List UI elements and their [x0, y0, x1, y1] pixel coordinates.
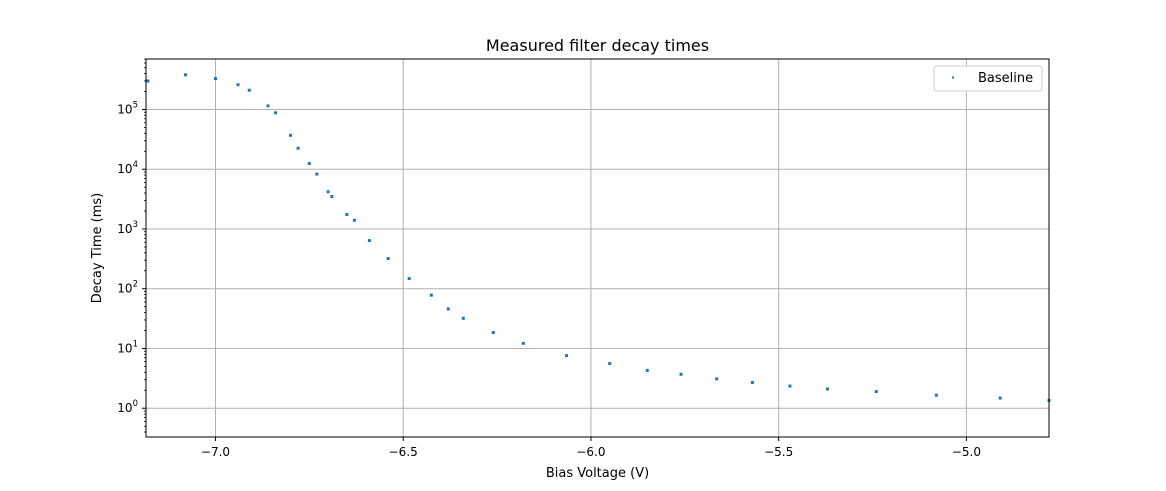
x-tick-label: −5.5 [764, 445, 793, 459]
y-tick-label: 102 [117, 280, 138, 296]
data-point [491, 331, 495, 335]
data-point [715, 377, 719, 381]
data-point [750, 380, 754, 384]
x-tick-label: −5.0 [952, 445, 981, 459]
data-point [461, 316, 465, 320]
data-point [608, 362, 612, 366]
y-axis-ticks: 100 101 102 103 104 105 [117, 58, 146, 433]
data-point [236, 83, 240, 87]
data-point [429, 293, 433, 297]
x-axis-label: Bias Voltage (V) [546, 466, 649, 481]
y-tick-label: 103 [117, 220, 138, 236]
data-points [146, 73, 1051, 402]
legend: Baseline [933, 65, 1043, 92]
y-tick-label: 104 [117, 160, 138, 176]
data-point [326, 190, 330, 194]
legend-label: Baseline [978, 71, 1033, 86]
data-point [645, 368, 649, 372]
legend-box [933, 65, 1043, 92]
y-tick-label: 105 [117, 100, 138, 116]
data-point [874, 390, 878, 394]
data-point [330, 194, 334, 198]
data-point [934, 393, 938, 397]
y-tick-label: 101 [117, 339, 138, 355]
data-point [266, 104, 270, 108]
data-point [315, 172, 319, 176]
x-tick-label: −7.0 [201, 445, 230, 459]
y-tick-label: 100 [117, 399, 138, 415]
plot-frame [145, 58, 1050, 438]
data-point [352, 218, 356, 222]
chart-title: Measured filter decay times [486, 36, 709, 55]
data-point [289, 133, 293, 137]
x-tick-label: −6.5 [389, 445, 418, 459]
x-axis-ticks: −7.0 −6.5 −6.0 −5.5 −5.0 [201, 437, 981, 459]
plot-area [146, 59, 1049, 437]
data-point [565, 354, 569, 358]
x-tick-label: −6.0 [576, 445, 605, 459]
data-point [679, 372, 683, 376]
data-point [213, 77, 217, 81]
data-point [446, 307, 450, 311]
data-point [367, 239, 371, 243]
data-point [788, 384, 792, 388]
data-point [247, 88, 251, 92]
y-axis-label: Decay Time (ms) [90, 193, 105, 303]
data-point [296, 146, 300, 150]
data-point [386, 257, 390, 261]
data-point [825, 387, 829, 391]
data-point [146, 79, 150, 83]
data-point [345, 212, 349, 216]
data-point [274, 111, 278, 115]
data-point [407, 277, 411, 281]
legend-marker [952, 76, 954, 79]
data-point [307, 161, 311, 165]
data-point [183, 73, 187, 77]
data-point [521, 341, 525, 345]
grid [146, 59, 1049, 437]
data-point [998, 396, 1002, 400]
